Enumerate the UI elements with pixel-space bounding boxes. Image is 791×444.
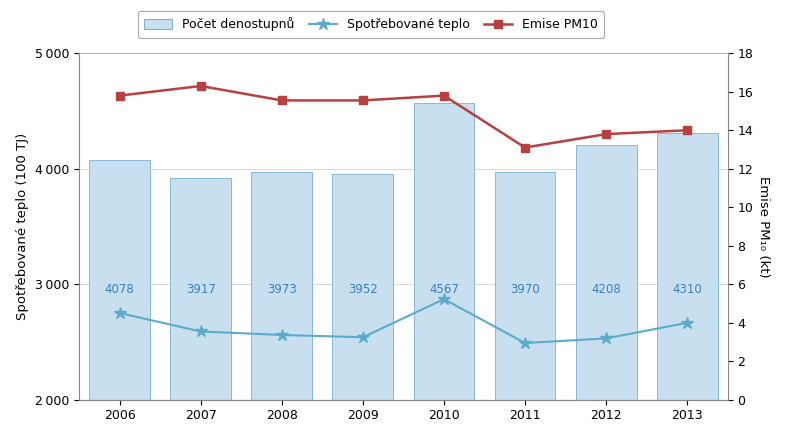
Bar <box>576 145 637 444</box>
Bar <box>89 160 150 444</box>
Bar <box>170 178 231 444</box>
Bar <box>494 172 555 444</box>
Text: 4208: 4208 <box>591 283 621 296</box>
Text: 3952: 3952 <box>348 283 378 296</box>
Legend: Počet denostupnů, Spotřebované teplo, Emise PM10: Počet denostupnů, Spotřebované teplo, Em… <box>138 11 604 37</box>
Bar <box>252 172 312 444</box>
Text: 3973: 3973 <box>267 283 297 296</box>
Y-axis label: Emise PM₁₀ (kt): Emise PM₁₀ (kt) <box>757 176 770 277</box>
Y-axis label: Spotřebované teplo (100 TJ): Spotřebované teplo (100 TJ) <box>17 133 29 320</box>
Bar <box>414 103 475 444</box>
Text: 4078: 4078 <box>104 283 134 296</box>
Text: 4567: 4567 <box>429 283 459 296</box>
Bar <box>332 174 393 444</box>
Text: 3917: 3917 <box>186 283 216 296</box>
Bar <box>657 133 717 444</box>
Text: 3970: 3970 <box>510 283 540 296</box>
Text: 4310: 4310 <box>672 283 702 296</box>
